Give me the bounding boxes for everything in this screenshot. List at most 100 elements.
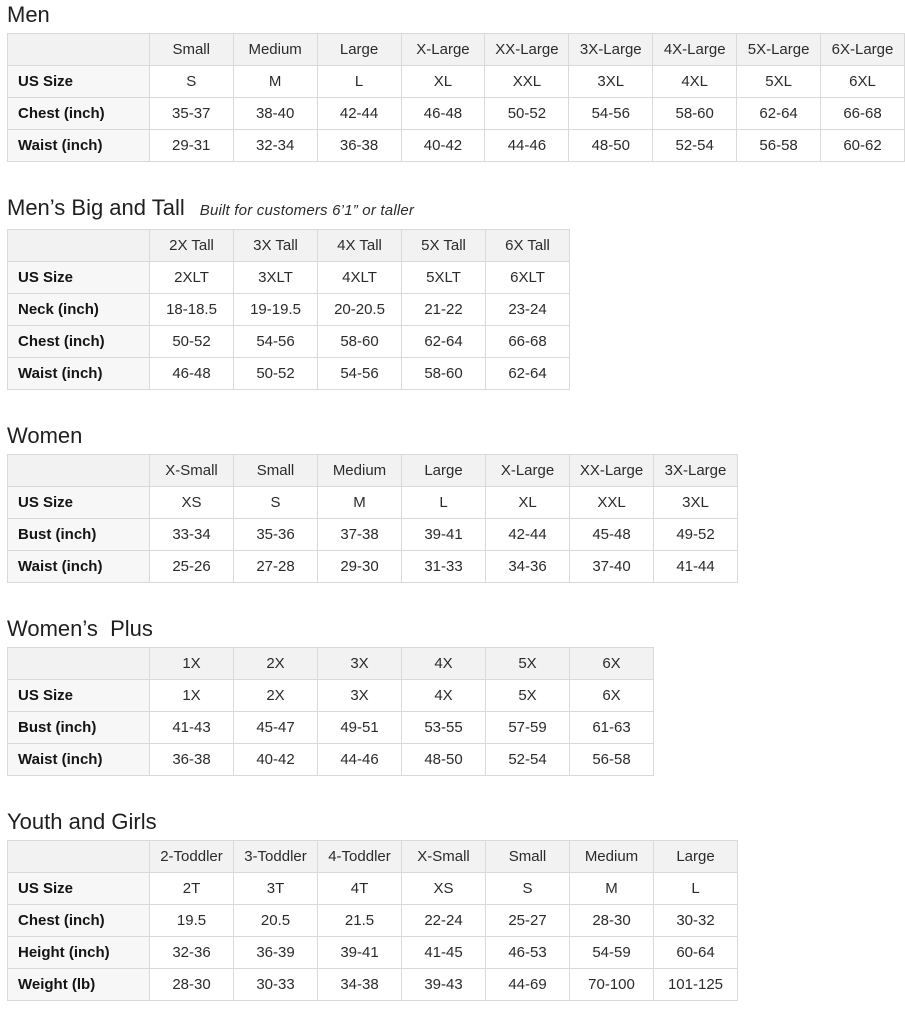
corner-cell: [7, 33, 150, 66]
row-label: Chest (inch): [7, 904, 150, 937]
size-cell: XS: [149, 486, 234, 519]
column-header: 4X-Large: [652, 33, 738, 66]
section-title: Women’s Plus: [7, 616, 905, 641]
column-header: Large: [316, 33, 402, 66]
column-header: Small: [148, 33, 234, 66]
column-header: 3X-Large: [568, 33, 654, 66]
size-cell: 19.5: [149, 904, 234, 937]
column-header: XX-Large: [484, 33, 570, 66]
row-label: Weight (lb): [7, 968, 150, 1001]
column-header: X-Large: [485, 454, 570, 487]
header-row: Small Medium Large X-Large XX-Large 3X-Large 4…: [7, 33, 905, 66]
size-cell: 54-59: [569, 936, 654, 969]
header-row: 1X 2X 3X 4X 5X 6X: [7, 647, 654, 680]
size-cell: 66-68: [820, 97, 905, 130]
column-header: 4-Toddler: [317, 840, 402, 873]
size-cell: 3XLT: [233, 261, 318, 294]
size-cell: 28-30: [149, 968, 234, 1001]
corner-cell: [7, 647, 150, 680]
size-cell: 31-33: [401, 550, 486, 583]
size-cell: 39-43: [401, 968, 486, 1001]
size-cell: 33-34: [149, 518, 234, 551]
size-cell: 54-56: [233, 325, 318, 358]
corner-cell: [7, 229, 150, 262]
size-cell: 50-52: [149, 325, 234, 358]
size-cell: 29-31: [148, 129, 234, 162]
size-cell: 57-59: [485, 711, 570, 744]
column-header: X-Small: [401, 840, 486, 873]
size-cell: 34-38: [317, 968, 402, 1001]
size-cell: 37-38: [317, 518, 402, 551]
corner-cell: [7, 454, 150, 487]
table-row: US Size S M L XL XXL 3XL 4XL 5XL 6XL: [7, 65, 905, 98]
size-cell: 101-125: [653, 968, 738, 1001]
table-row: Chest (inch) 35-37 38-40 42-44 46-48 50-52 54-…: [7, 97, 905, 130]
table-row: Waist (inch) 36-38 40-42 44-46 48-50 52-54 56-…: [7, 743, 654, 776]
column-header: 6X Tall: [485, 229, 570, 262]
row-label: US Size: [7, 261, 150, 294]
table-row: Height (inch) 32-36 36-39 39-41 41-45 46-53 54…: [7, 936, 738, 969]
size-cell: 35-37: [148, 97, 234, 130]
table-row: US Size 2XLT 3XLT 4XLT 5XLT 6XLT: [7, 261, 570, 294]
size-cell: 6XLT: [485, 261, 570, 294]
size-table-women: X-Small Small Medium Large X-Large XX-Large 3X…: [7, 454, 738, 583]
table-row: Chest (inch) 19.5 20.5 21.5 22-24 25-27 28-30 3…: [7, 904, 738, 937]
size-chart-section-womens-plus: Women’s Plus 1X 2X 3X 4X 5X 6X US Size 1X 2X 3X 4X 5…: [7, 616, 905, 776]
table-row: US Size XS S M L XL XXL 3XL: [7, 486, 738, 519]
section-title-text: Men: [7, 2, 50, 27]
section-title: Men: [7, 2, 905, 27]
table-row: Waist (inch) 46-48 50-52 54-56 58-60 62-64: [7, 357, 570, 390]
size-cell: 6X: [569, 679, 654, 712]
size-cell: 46-48: [149, 357, 234, 390]
size-cell: 36-39: [233, 936, 318, 969]
size-cell: 58-60: [652, 97, 738, 130]
column-header: 3-Toddler: [233, 840, 318, 873]
size-cell: 4T: [317, 872, 402, 905]
size-cell: 35-36: [233, 518, 318, 551]
size-cell: 54-56: [317, 357, 402, 390]
size-cell: 25-26: [149, 550, 234, 583]
size-chart-section-men: Men Small Medium Large X-Large XX-Large 3X-Lar…: [7, 2, 905, 162]
size-cell: 49-52: [653, 518, 738, 551]
size-table-youth-and-girls: 2-Toddler 3-Toddler 4-Toddler X-Small Small M…: [7, 840, 738, 1001]
size-cell: 1X: [149, 679, 234, 712]
size-cell: 19-19.5: [233, 293, 318, 326]
column-header: Medium: [317, 454, 402, 487]
size-cell: 39-41: [401, 518, 486, 551]
size-cell: 5XLT: [401, 261, 486, 294]
column-header: 6X: [569, 647, 654, 680]
size-cell: S: [485, 872, 570, 905]
row-label: Chest (inch): [7, 325, 150, 358]
column-header: 1X: [149, 647, 234, 680]
table-row: Bust (inch) 41-43 45-47 49-51 53-55 57-59 61-6…: [7, 711, 654, 744]
size-cell: 3XL: [568, 65, 654, 98]
table-row: Chest (inch) 50-52 54-56 58-60 62-64 66-68: [7, 325, 570, 358]
size-cell: 52-54: [485, 743, 570, 776]
column-header: Large: [653, 840, 738, 873]
size-cell: 39-41: [317, 936, 402, 969]
column-header: 5X-Large: [736, 33, 822, 66]
size-cell: 42-44: [485, 518, 570, 551]
column-header: 4X Tall: [317, 229, 402, 262]
size-cell: 32-34: [232, 129, 318, 162]
size-chart-section-women: Women X-Small Small Medium Large X-Large XX-La…: [7, 423, 905, 583]
size-chart-page: Men Small Medium Large X-Large XX-Large 3X-Lar…: [7, 2, 905, 1001]
row-label: Bust (inch): [7, 518, 150, 551]
column-header: 3X Tall: [233, 229, 318, 262]
row-label: Chest (inch): [7, 97, 150, 130]
size-cell: L: [316, 65, 402, 98]
column-header: Medium: [569, 840, 654, 873]
column-header: 3X-Large: [653, 454, 738, 487]
size-cell: 50-52: [233, 357, 318, 390]
size-cell: 41-43: [149, 711, 234, 744]
section-title-text: Men’s Big and Tall: [7, 195, 185, 220]
size-chart-section-youth-and-girls: Youth and Girls 2-Toddler 3-Toddler 4-Toddl…: [7, 809, 905, 1001]
size-cell: 62-64: [485, 357, 570, 390]
size-cell: 48-50: [401, 743, 486, 776]
row-label: Height (inch): [7, 936, 150, 969]
size-cell: 5X: [485, 679, 570, 712]
size-cell: 34-36: [485, 550, 570, 583]
size-cell: 62-64: [401, 325, 486, 358]
size-cell: 45-48: [569, 518, 654, 551]
size-cell: 44-46: [317, 743, 402, 776]
